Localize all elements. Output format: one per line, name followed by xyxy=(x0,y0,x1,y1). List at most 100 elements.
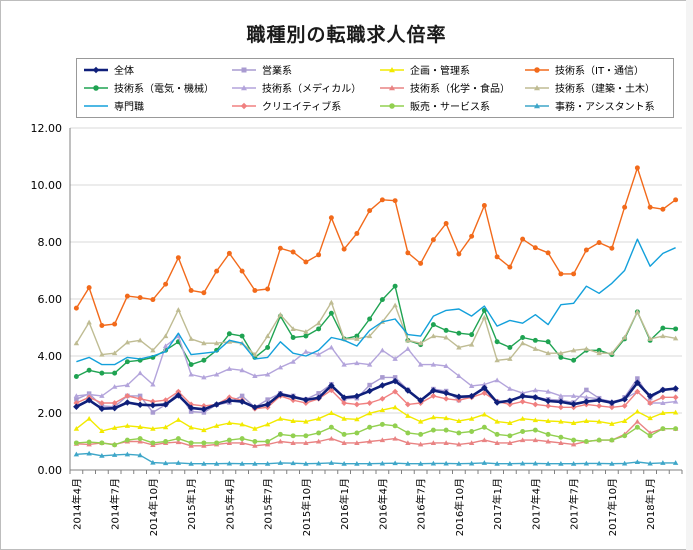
data-point xyxy=(392,283,398,289)
data-point xyxy=(252,443,258,448)
data-point xyxy=(507,420,513,425)
data-point xyxy=(226,397,233,404)
y-tick-label: 0.00 xyxy=(38,464,63,477)
data-point xyxy=(303,461,309,466)
data-point xyxy=(456,441,462,447)
data-point xyxy=(137,424,143,429)
data-point xyxy=(175,460,182,465)
data-point xyxy=(239,421,245,427)
data-point xyxy=(162,460,169,466)
data-point xyxy=(175,417,182,422)
data-point xyxy=(392,435,398,441)
data-point xyxy=(570,400,577,408)
data-point xyxy=(341,431,347,437)
data-point xyxy=(99,370,105,376)
data-point xyxy=(366,333,373,339)
data-point xyxy=(455,393,463,401)
data-point xyxy=(469,233,475,239)
data-point xyxy=(124,451,131,457)
legend-label: 技術系（IT・通信） xyxy=(555,64,644,77)
data-point xyxy=(379,347,386,353)
data-point xyxy=(558,350,564,356)
data-point xyxy=(354,430,360,436)
data-point xyxy=(443,460,449,466)
data-point xyxy=(456,418,462,424)
data-point xyxy=(456,330,462,336)
data-point xyxy=(315,416,322,421)
data-point xyxy=(137,337,143,343)
data-point xyxy=(534,103,540,109)
data-point xyxy=(150,410,156,415)
data-point xyxy=(354,416,360,422)
data-point xyxy=(241,67,247,73)
data-point xyxy=(367,316,373,322)
data-point xyxy=(647,460,653,466)
data-point xyxy=(265,397,270,402)
data-point xyxy=(532,460,539,466)
data-point xyxy=(213,340,220,346)
data-point xyxy=(353,401,360,408)
legend-label: 専門職 xyxy=(114,101,144,113)
data-point xyxy=(456,344,462,350)
data-point xyxy=(389,103,395,109)
data-point xyxy=(341,361,347,367)
data-point xyxy=(389,67,395,73)
data-point xyxy=(86,439,92,445)
x-tick-label: 2015年7月 xyxy=(262,478,275,530)
data-point xyxy=(660,460,666,465)
data-point xyxy=(112,370,118,376)
data-point xyxy=(494,418,500,424)
data-point xyxy=(354,336,360,341)
data-point xyxy=(379,421,385,427)
data-point xyxy=(571,271,577,277)
data-point xyxy=(609,350,615,356)
data-point xyxy=(430,237,436,243)
data-point xyxy=(405,337,411,343)
data-point xyxy=(532,337,538,343)
data-point xyxy=(303,349,309,354)
data-point xyxy=(99,323,105,328)
data-point xyxy=(74,397,79,402)
data-point xyxy=(507,356,513,361)
data-point xyxy=(558,393,564,398)
data-point xyxy=(570,393,577,398)
data-point xyxy=(507,386,513,391)
x-tick-label: 2014年4月 xyxy=(70,478,83,530)
data-point xyxy=(379,407,386,413)
data-point xyxy=(367,208,373,214)
data-point xyxy=(672,409,679,415)
data-point xyxy=(366,387,373,395)
data-point xyxy=(519,340,526,346)
data-point xyxy=(226,440,233,445)
data-point xyxy=(315,351,322,357)
data-point xyxy=(162,401,169,408)
data-point xyxy=(443,427,449,433)
data-point xyxy=(188,409,194,414)
data-point xyxy=(481,411,488,417)
data-point xyxy=(659,394,666,401)
data-point xyxy=(226,250,232,256)
data-point xyxy=(251,404,259,411)
data-point xyxy=(456,461,462,466)
data-point xyxy=(493,399,501,406)
data-point xyxy=(124,437,130,443)
data-point xyxy=(506,401,513,408)
x-tick-label: 2016年4月 xyxy=(376,478,389,530)
data-point xyxy=(213,371,220,377)
series-line xyxy=(76,238,676,366)
data-point xyxy=(672,460,679,465)
data-point xyxy=(621,418,628,424)
data-point xyxy=(545,418,551,424)
data-point xyxy=(73,403,80,410)
data-point xyxy=(99,351,105,357)
data-point xyxy=(353,392,361,400)
data-point xyxy=(162,343,169,349)
data-point xyxy=(366,400,373,406)
data-point xyxy=(354,230,360,236)
series-line xyxy=(76,285,676,378)
data-point xyxy=(481,424,487,430)
data-point xyxy=(583,346,590,351)
data-point xyxy=(443,363,449,368)
x-tick-label: 2015年10月 xyxy=(300,478,313,536)
data-point xyxy=(442,389,450,397)
